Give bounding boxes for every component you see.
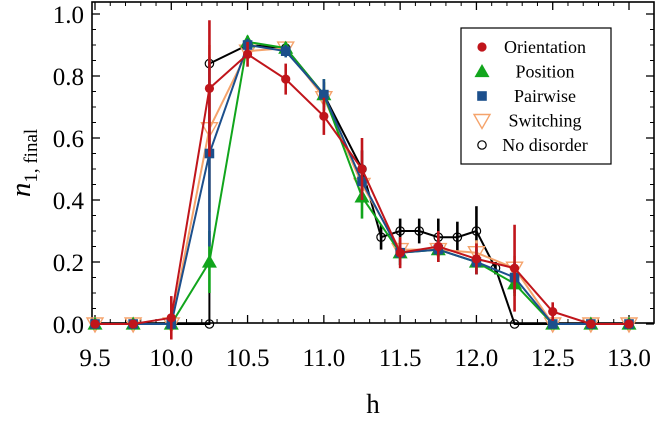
legend: Orientation Position Pairwise Switching No d… (460, 27, 612, 165)
data-point (624, 319, 634, 329)
data-point (319, 111, 329, 121)
x-tick-label: 11.0 (302, 345, 345, 372)
legend-label: Orientation (504, 37, 586, 57)
y-tick-label: 0.8 (53, 64, 84, 91)
data-point (395, 226, 405, 236)
data-point (376, 232, 386, 242)
legend-item: Position (474, 62, 575, 82)
data-point (204, 319, 215, 329)
legend-item: Pairwise (477, 86, 576, 106)
data-point (433, 241, 443, 252)
data-point (586, 319, 596, 329)
y-axis-title-main: n (5, 183, 37, 198)
legend-marker (477, 42, 487, 52)
x-tick-label: 11.5 (379, 345, 422, 372)
legend-marker (477, 140, 487, 150)
y-tick-label: 0.4 (53, 188, 85, 215)
y-tick-label: 1.0 (53, 2, 84, 29)
data-point (548, 307, 558, 317)
series-layer (85, 20, 639, 340)
data-point (509, 263, 520, 273)
y-tick-label: 0.2 (53, 250, 84, 277)
legend-label: Pairwise (514, 86, 576, 106)
data-point (201, 254, 217, 268)
data-point (471, 226, 482, 236)
data-point (281, 74, 291, 84)
legend-marker (477, 91, 487, 101)
data-point (90, 319, 100, 329)
legend-label: Switching (508, 111, 581, 131)
x-tick-label: 13.0 (607, 345, 651, 372)
data-point (509, 319, 520, 329)
data-point (280, 46, 291, 56)
x-tick-label: 9.5 (79, 345, 110, 372)
data-point (471, 254, 482, 264)
data-point (547, 319, 558, 329)
plot-frame (91, 1, 655, 324)
legend-item: No disorder (477, 135, 588, 155)
legend-item: Orientation (477, 37, 586, 57)
y-tick-label: 0.0 (53, 312, 84, 339)
legend-label: No disorder (502, 135, 587, 155)
data-point (204, 83, 215, 93)
y-tick-label: 0.6 (53, 126, 84, 153)
legend-item: Switching (472, 111, 582, 131)
series-orientation (90, 20, 634, 340)
data-point (128, 319, 138, 329)
data-point (414, 226, 425, 236)
data-point (395, 248, 405, 258)
x-axis-title: h (366, 389, 380, 419)
legend-marker (472, 113, 492, 130)
y-axis-title-sub: 1, final (21, 129, 42, 183)
y-axis-title: n1, final (5, 129, 42, 197)
legend-marker (474, 64, 490, 78)
data-point (357, 164, 367, 174)
x-tick-label: 12.5 (531, 345, 575, 372)
legend-label: Position (515, 62, 574, 82)
data-point (166, 313, 176, 323)
data-point (452, 232, 463, 242)
axis-ticks: 9.5 10.0 10.5 11.0 11.5 12.0 12.5 13.0 0.0 0.2 0.4… (53, 2, 654, 372)
x-tick-label: 12.0 (455, 345, 499, 372)
x-tick-label: 10.5 (226, 345, 270, 372)
data-point (242, 49, 253, 59)
x-tick-label: 10.0 (149, 345, 193, 372)
data-point (319, 89, 329, 100)
